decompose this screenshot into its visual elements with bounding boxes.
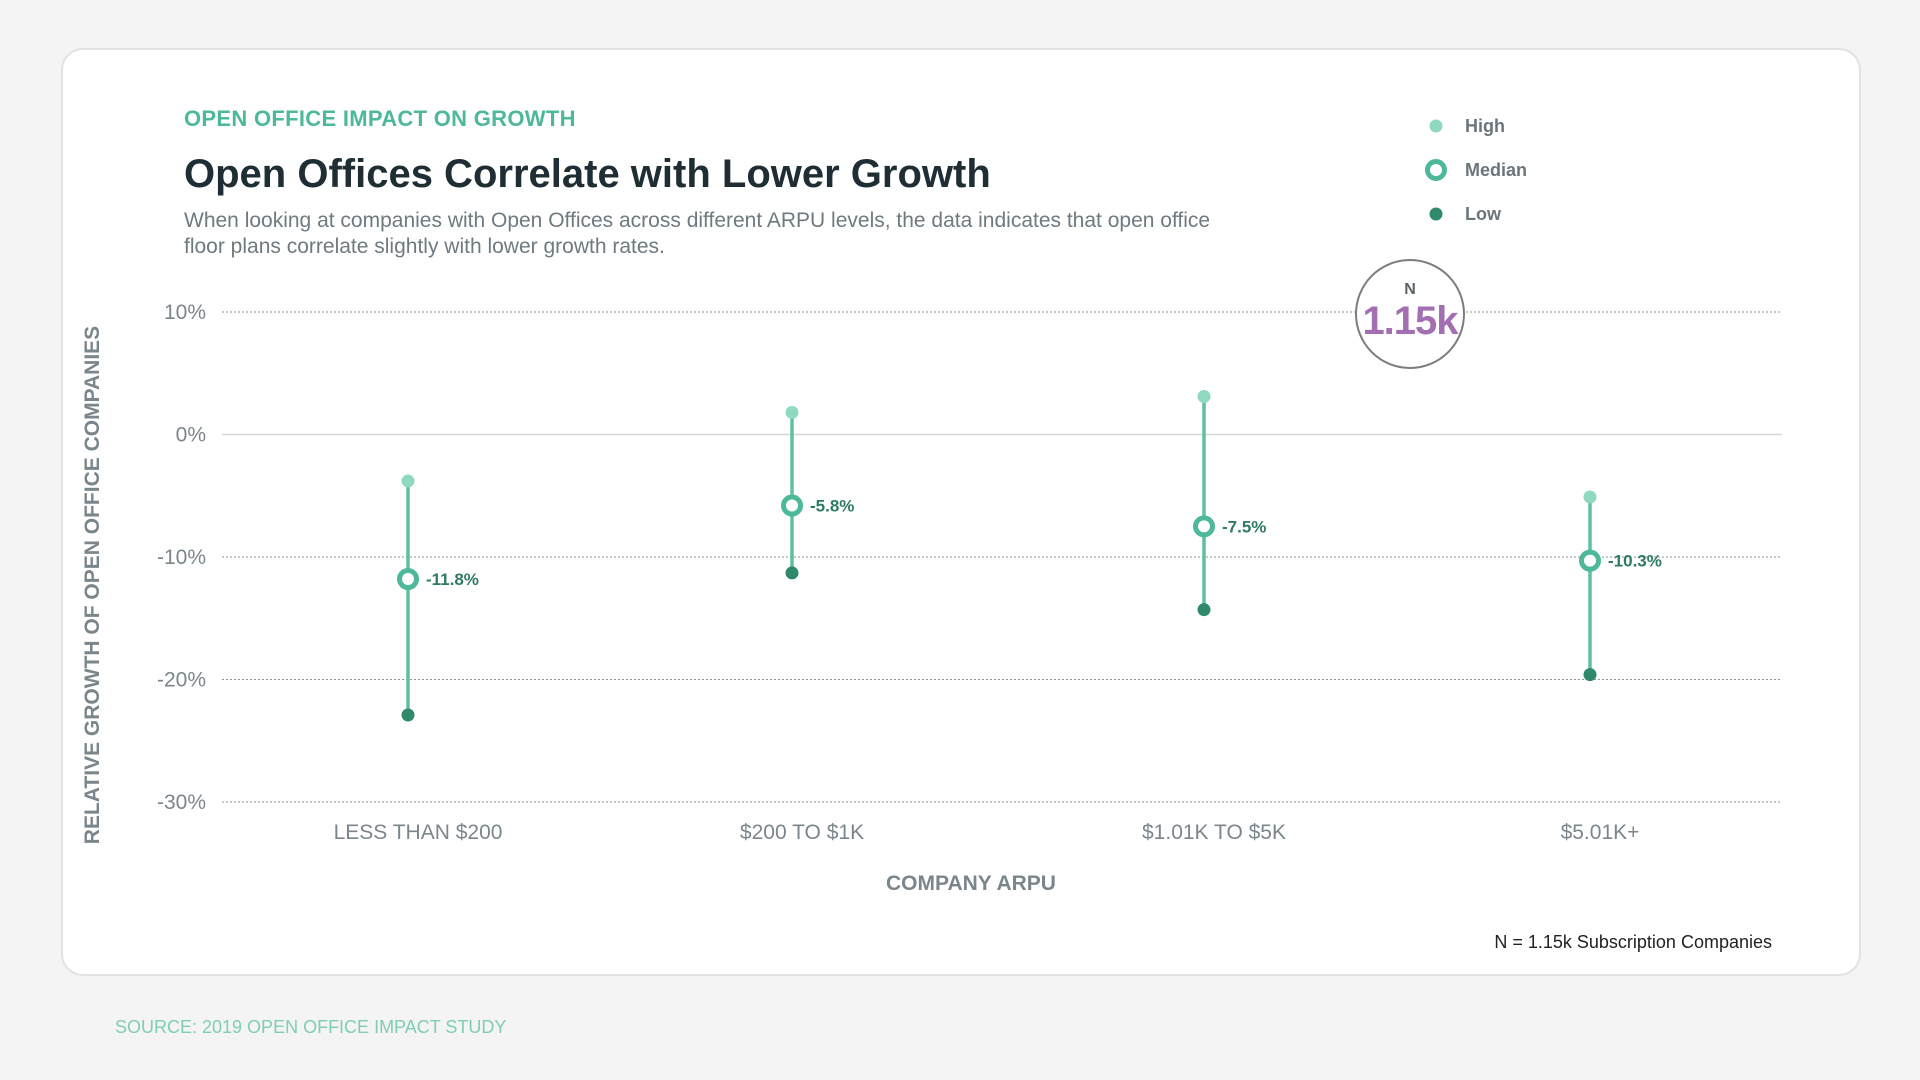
y-tick-label: -10% (157, 546, 206, 569)
low-point (785, 566, 799, 580)
chart-eyebrow: OPEN OFFICE IMPACT ON GROWTH (184, 106, 576, 131)
sample-size-badge-value: 1.15k (1362, 299, 1458, 343)
median-point (1579, 549, 1601, 572)
high-point (1197, 390, 1211, 404)
low-point (401, 708, 415, 722)
legend-label-low: Low (1465, 204, 1501, 224)
sample-size-footnote: N = 1.15k Subscription Companies (1494, 932, 1772, 952)
median-value-label: -7.5% (1222, 517, 1266, 536)
median-value-label: -10.3% (1608, 552, 1662, 571)
chart-title: Open Offices Correlate with Lower Growth (184, 152, 991, 196)
chart-legend: High Median Low (1424, 112, 1527, 244)
legend-item-low: Low (1424, 200, 1527, 244)
x-tick-label: $5.01K+ (1561, 821, 1640, 844)
x-axis-title: COMPANY ARPU (886, 872, 1056, 895)
median-point (397, 568, 419, 591)
legend-marker-median (1425, 159, 1447, 181)
chart-subtitle: When looking at companies with Open Offi… (184, 209, 1211, 258)
legend-marker-high (1429, 119, 1443, 133)
y-axis-title: RELATIVE GROWTH OF OPEN OFFICE COMPANIES (81, 326, 104, 844)
chart-card (61, 48, 1861, 976)
legend-item-high: High (1424, 112, 1527, 156)
y-tick-label: -20% (157, 669, 206, 692)
median-point (781, 494, 803, 517)
high-point (1583, 490, 1597, 504)
legend-item-median: Median (1424, 156, 1527, 200)
legend-marker-low (1429, 207, 1443, 221)
x-tick-label: LESS THAN $200 (334, 821, 503, 844)
low-point (1583, 668, 1597, 682)
median-value-label: -5.8% (810, 497, 854, 516)
median-value-label: -11.8% (426, 570, 479, 589)
y-tick-label: 0% (176, 424, 206, 447)
high-point (785, 405, 799, 419)
source-note: SOURCE: 2019 OPEN OFFICE IMPACT STUDY (115, 1017, 507, 1037)
y-tick-label: -30% (157, 791, 206, 814)
sample-size-badge-label: N (1404, 281, 1416, 298)
x-tick-label: $1.01K TO $5K (1142, 821, 1286, 844)
legend-label-high: High (1465, 116, 1505, 136)
median-point (1193, 515, 1215, 538)
high-point (401, 474, 415, 488)
legend-label-median: Median (1465, 160, 1528, 180)
y-tick-label: 10% (164, 301, 206, 324)
x-tick-label: $200 TO $1K (740, 821, 864, 844)
sample-size-badge: N 1.15k (1355, 259, 1465, 369)
low-point (1197, 603, 1211, 617)
